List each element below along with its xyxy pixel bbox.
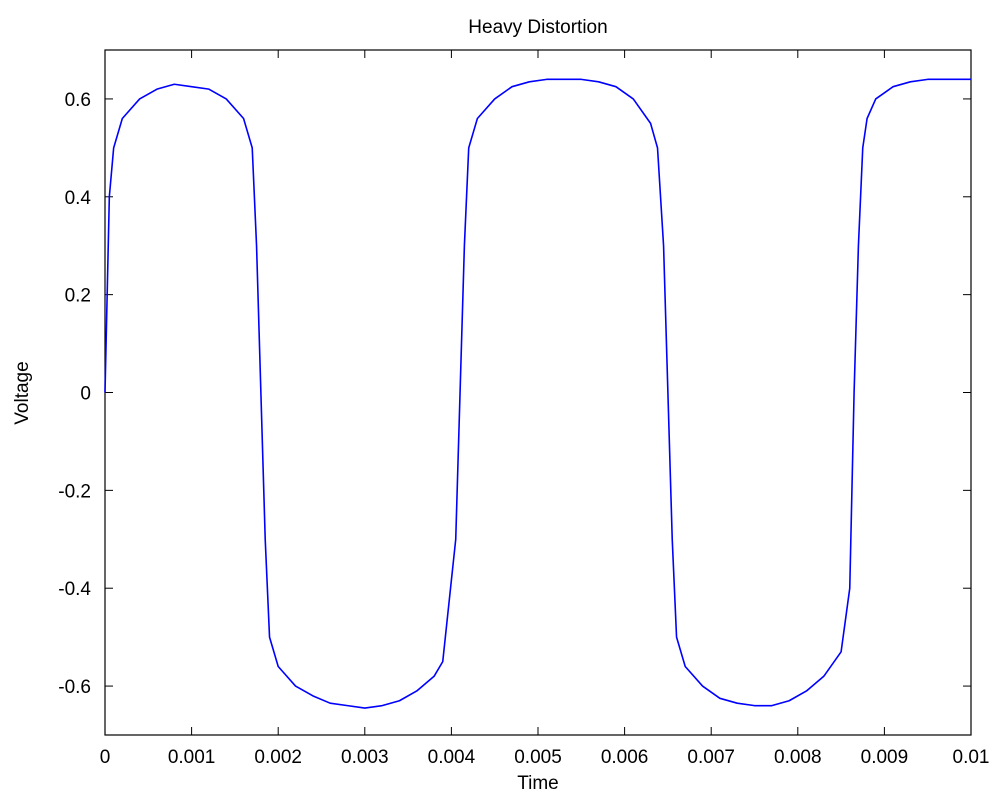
y-tick-label: 0 [80, 384, 91, 405]
x-tick-label: 0.003 [341, 747, 389, 768]
x-tick-label: 0.007 [687, 747, 735, 768]
y-tick-label: 0.2 [65, 286, 91, 307]
series-layer [104, 78, 971, 709]
y-tick-label: -0.6 [58, 677, 91, 698]
plot-area [104, 49, 972, 736]
x-tick-label: 0 [100, 747, 111, 768]
x-tick-label: 0.002 [254, 747, 302, 768]
y-axis-label: Voltage [12, 361, 33, 424]
chart-title: Heavy Distortion [468, 17, 607, 38]
y-tick-label: 0.6 [65, 90, 91, 111]
x-tick-label: 0.01 [953, 747, 990, 768]
series-line-0 [104, 78, 971, 709]
x-tick-label: 0.008 [774, 747, 822, 768]
x-tick-label: 0.005 [514, 747, 562, 768]
x-tick-label: 0.001 [168, 747, 216, 768]
x-tick-label: 0.009 [861, 747, 909, 768]
y-tick-label: 0.4 [65, 188, 92, 209]
x-tick-label: 0.006 [601, 747, 649, 768]
y-axis-ticks: -0.6 -0.4 -0.2 0 0.2 0.4 0.6 [58, 90, 971, 698]
x-tick-label: 0.004 [428, 747, 476, 768]
y-tick-label: -0.4 [58, 579, 91, 600]
x-axis-ticks: 0 0.001 0.002 0.003 0.004 0.005 0.006 0.007 0.00… [100, 50, 990, 768]
y-tick-label: -0.2 [58, 481, 91, 502]
x-axis-label: Time [517, 773, 559, 794]
